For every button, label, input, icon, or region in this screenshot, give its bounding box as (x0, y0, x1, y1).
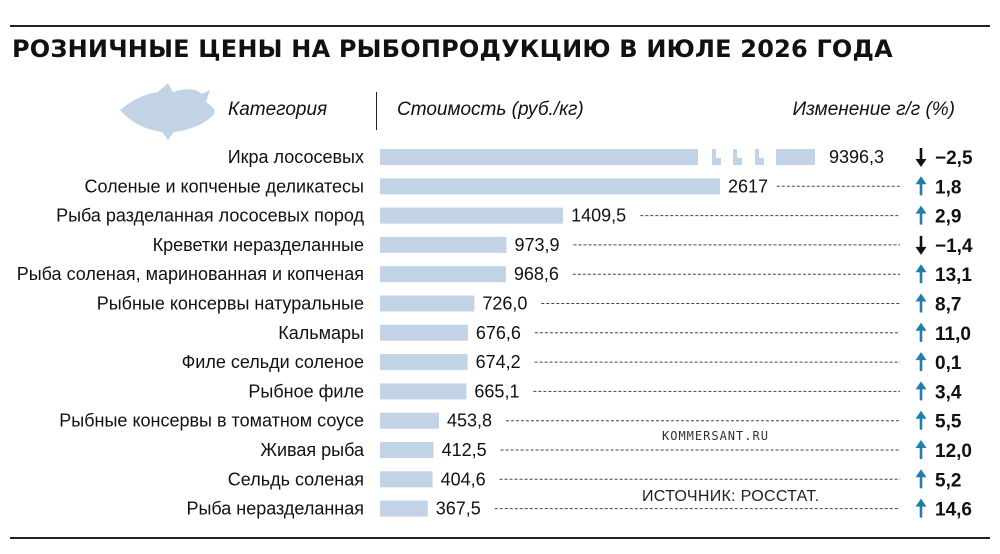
bar (380, 295, 475, 312)
category-label: Рыбные консервы в томатном соусе (59, 411, 364, 431)
chart-title: РОЗНИЧНЫЕ ЦЕНЫ НА РЫБОПРОДУКЦИЮ В ИЮЛЕ 2… (12, 35, 893, 63)
change-label: 11,0 (935, 324, 971, 345)
header-change: Изменение г/г (%) (792, 99, 955, 120)
watermark: KOMMERSANT.RU (662, 429, 769, 443)
header-category: Категория (228, 99, 328, 120)
value-label: 1409,5 (571, 206, 626, 226)
change-label: −1,4 (935, 236, 973, 257)
arrow-up-head-icon (915, 205, 927, 214)
change-label: 13,1 (935, 265, 972, 286)
change-label: 8,7 (935, 295, 961, 316)
bar (380, 412, 439, 429)
category-label: Рыба разделанная лососевых пород (56, 206, 364, 226)
bar-break-notch (759, 149, 764, 158)
bar (380, 324, 468, 341)
value-label: 453,8 (447, 411, 492, 431)
arrow-up-head-icon (915, 381, 927, 390)
category-label: Филе сельди соленое (182, 352, 364, 372)
change-label: 3,4 (935, 382, 962, 403)
change-label: 0,1 (935, 353, 962, 374)
change-label: 1,8 (935, 177, 961, 198)
category-label: Живая рыба (260, 440, 365, 460)
arrow-down-head-icon (915, 246, 927, 255)
header-cost: Стоимость (руб./кг) (397, 99, 584, 120)
arrow-up-head-icon (915, 293, 927, 302)
bar-end-segment (776, 149, 815, 165)
bar (380, 442, 434, 458)
category-label: Соленые и копченые деликатесы (84, 176, 364, 196)
category-label: Сельдь соленая (228, 469, 364, 489)
change-label: 5,5 (935, 412, 962, 433)
change-label: 5,2 (935, 470, 961, 491)
arrow-up-head-icon (915, 469, 927, 478)
value-label: 665,1 (474, 381, 519, 401)
change-label: −2,5 (935, 148, 973, 169)
arrow-up-head-icon (915, 410, 927, 419)
bottom-rule (10, 537, 990, 539)
arrow-up-head-icon (915, 498, 927, 507)
value-label: 973,9 (515, 235, 560, 255)
category-label: Икра лососевых (228, 147, 364, 167)
category-label: Рыбное филе (248, 381, 364, 401)
value-label: 674,2 (476, 352, 521, 372)
category-label: Рыба соленая, маринованная и копченая (17, 264, 364, 284)
value-label: 2617 (728, 176, 768, 196)
bar (380, 207, 564, 224)
category-label: Рыба неразделанная (186, 499, 364, 519)
top-rule (10, 25, 990, 27)
category-label: Креветки неразделанные (153, 235, 364, 255)
arrow-up-head-icon (915, 440, 927, 448)
arrow-up-head-icon (915, 352, 927, 361)
value-label: 412,5 (442, 440, 487, 460)
arrow-up-head-icon (915, 264, 927, 273)
arrow-up-head-icon (915, 176, 927, 185)
bar (380, 471, 433, 488)
category-label: Рыбные консервы натуральные (97, 294, 364, 314)
value-label: 404,6 (441, 469, 486, 489)
bar-break-notch (716, 149, 721, 158)
bar (380, 354, 468, 371)
arrow-up-head-icon (915, 322, 927, 331)
bar (380, 178, 720, 195)
source-note: ИСТОЧНИК: РОССТАТ. (642, 488, 820, 505)
change-label: 2,9 (935, 207, 961, 228)
category-label: Кальмары (278, 323, 364, 343)
value-label: 676,6 (476, 323, 521, 343)
bar (380, 266, 506, 283)
arrow-down-head-icon (915, 159, 927, 167)
value-label: 367,5 (436, 499, 481, 519)
change-label: 12,0 (935, 441, 972, 462)
change-label: 14,6 (935, 500, 972, 521)
header-divider (376, 92, 377, 130)
bar-break-notch (737, 149, 742, 158)
value-label: 726,0 (482, 294, 527, 314)
fish-icon (120, 83, 215, 140)
bar (380, 500, 428, 517)
value-label: 968,6 (514, 264, 559, 284)
bar (380, 383, 467, 400)
bar (380, 236, 507, 253)
bar (380, 149, 698, 165)
value-label: 9396,3 (829, 147, 884, 167)
